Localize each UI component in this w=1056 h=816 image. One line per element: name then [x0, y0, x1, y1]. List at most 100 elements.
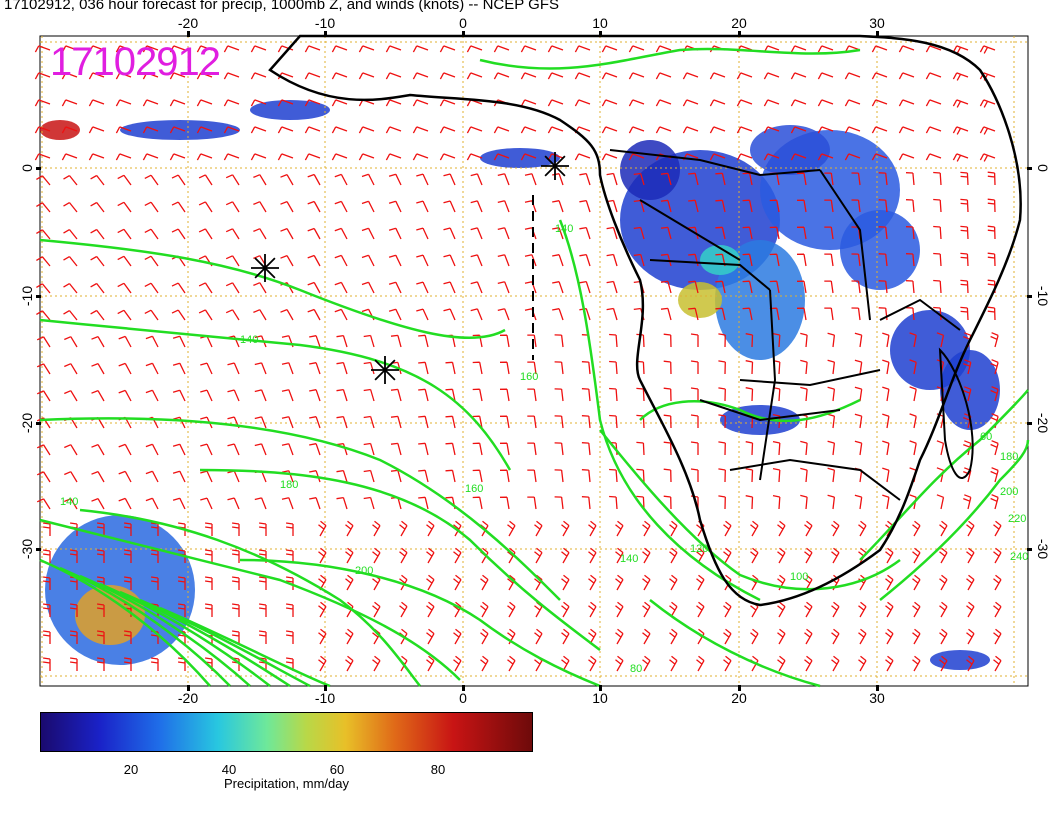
- wind-barb: [552, 200, 564, 213]
- wind-barb: [905, 226, 915, 240]
- wind-barb: [97, 549, 105, 563]
- wind-barb: [669, 628, 678, 645]
- wind-barb: [151, 522, 159, 536]
- precip-area: [120, 120, 240, 140]
- wind-barb: [307, 227, 321, 240]
- wind-barb: [225, 228, 240, 240]
- contour-line: [39, 417, 561, 601]
- wind-barb: [633, 172, 645, 186]
- border-line: [729, 458, 901, 501]
- wind-barb: [878, 226, 888, 240]
- wind-barb: [499, 361, 510, 375]
- wind-barb: [331, 99, 348, 107]
- contour-label: 100: [790, 571, 808, 583]
- wind-barb: [858, 628, 867, 645]
- wind-barb: [453, 655, 462, 672]
- wind-barb: [223, 126, 240, 134]
- wind-barb: [882, 359, 890, 375]
- wind-barb: [669, 655, 678, 672]
- wind-barb: [416, 227, 429, 240]
- wind-barb: [63, 202, 78, 213]
- wind-barb: [124, 657, 132, 671]
- wind-barb: [309, 389, 321, 402]
- wind-barb: [851, 253, 861, 267]
- wind-barb: [145, 389, 159, 402]
- wind-barb: [64, 444, 78, 456]
- contour-line: [239, 558, 601, 688]
- border-line: [649, 259, 771, 291]
- wind-barb: [800, 332, 808, 348]
- colorbar: 20 40 60 80 Precipitation, mm/day: [40, 712, 533, 791]
- tick-mark: [462, 685, 465, 691]
- wind-barb: [388, 227, 402, 240]
- wind-barb: [824, 226, 834, 240]
- wind-barb: [831, 628, 840, 645]
- border-line: [879, 298, 961, 331]
- wind-barb: [909, 440, 917, 456]
- wind-barb: [225, 309, 240, 321]
- wind-barb: [443, 308, 456, 321]
- wind-barbs: [34, 45, 1002, 672]
- wind-barb: [43, 522, 51, 536]
- tick-mark: [187, 31, 190, 37]
- contour-line: [649, 599, 821, 688]
- wind-barb: [426, 655, 435, 672]
- lon-tick-label-bottom: 20: [731, 690, 747, 706]
- wind-barb: [172, 497, 186, 510]
- wind-barb: [804, 601, 813, 618]
- wind-barb: [254, 362, 267, 375]
- wind-barb: [609, 333, 618, 348]
- wind-barb: [418, 334, 429, 348]
- wind-barb: [715, 199, 726, 213]
- wind-barb: [196, 45, 213, 53]
- wind-barb: [660, 199, 672, 213]
- wind-barb: [507, 655, 516, 672]
- wind-barb: [960, 225, 969, 240]
- contour-line: [879, 439, 1030, 601]
- wind-barb: [144, 282, 159, 294]
- precip-area: [840, 210, 920, 290]
- axes: -20 -20 -10 -10 0 0 10 10 20 20 30 30 0 0 -10 -10 -20 -20…: [19, 15, 1051, 706]
- wind-barb: [88, 45, 105, 53]
- wind-barb: [200, 389, 213, 402]
- wind-barb: [232, 522, 240, 536]
- wind-barb: [36, 202, 51, 213]
- wind-barb: [117, 201, 132, 213]
- wind-barb: [345, 655, 354, 672]
- wind-barb: [579, 172, 591, 186]
- wind-barb: [363, 388, 375, 402]
- wind-barb: [987, 306, 996, 321]
- wind-barb: [497, 281, 510, 294]
- wind-barb: [115, 99, 132, 107]
- map-title: 17102912, 036 hour forecast for precip, …: [4, 0, 559, 13]
- wind-barb: [61, 72, 78, 80]
- contour-line: [39, 558, 211, 687]
- wind-barb: [390, 415, 402, 429]
- wind-barb: [871, 126, 888, 134]
- wind-barb: [827, 440, 836, 456]
- wind-barb: [118, 389, 132, 402]
- wind-barb: [925, 126, 942, 134]
- wind-barb: [304, 153, 321, 161]
- wind-barb: [979, 153, 996, 162]
- wind-barb: [171, 309, 186, 321]
- wind-barb: [633, 253, 645, 267]
- wind-barb: [91, 362, 105, 375]
- wind-barb: [790, 153, 807, 161]
- wind-barb: [601, 72, 618, 80]
- wind-barb: [336, 388, 348, 402]
- wind-barb: [200, 497, 213, 510]
- wind-barb: [933, 171, 942, 186]
- wind-barb: [171, 228, 186, 240]
- wind-barb: [824, 172, 834, 186]
- wind-barb: [636, 387, 645, 402]
- wind-barb: [827, 413, 836, 429]
- lon-tick-label-bottom: 10: [592, 690, 608, 706]
- wind-barb: [334, 281, 348, 294]
- wind-barb: [443, 227, 456, 240]
- wind-barb: [882, 386, 890, 402]
- wind-barb: [736, 126, 753, 134]
- tick-mark: [599, 31, 602, 37]
- wind-barb: [443, 254, 456, 267]
- wind-barb: [742, 172, 753, 186]
